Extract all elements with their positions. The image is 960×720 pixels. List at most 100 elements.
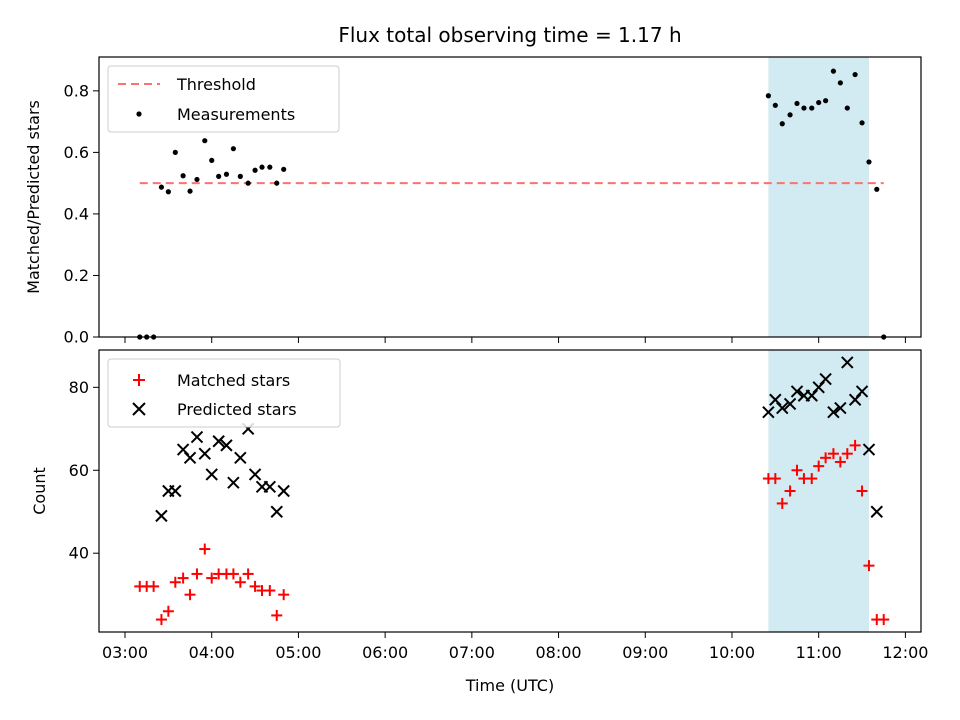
bottom-legend-box bbox=[107, 358, 341, 428]
predicted-star-point bbox=[183, 451, 197, 465]
matched-star-point bbox=[791, 464, 803, 476]
measurements-legend-swatch bbox=[136, 111, 142, 117]
x-tick-label: 05:00 bbox=[275, 643, 321, 662]
measurement-point bbox=[830, 68, 837, 74]
x-tick-label: 03:00 bbox=[102, 643, 148, 662]
shaded-span-rect bbox=[768, 350, 869, 632]
bottom-panel-legend: Matched stars Predicted stars bbox=[107, 358, 341, 428]
matched-star-point bbox=[271, 609, 283, 621]
predicted-star-point bbox=[169, 484, 182, 498]
predicted-star-point bbox=[227, 476, 240, 489]
measurement-point bbox=[801, 105, 807, 111]
chart-title: Flux total observing time = 1.17 h bbox=[338, 23, 681, 47]
top-panel-x-ticks bbox=[124, 337, 906, 343]
matched-star-point bbox=[278, 589, 290, 601]
predicted-star-point bbox=[776, 401, 789, 415]
matched-star-point bbox=[820, 452, 832, 464]
y-tick-label: 0.6 bbox=[64, 143, 89, 162]
measurement-point bbox=[158, 184, 165, 190]
predicted-star-point bbox=[190, 430, 204, 444]
x-tick-label: 06:00 bbox=[362, 643, 408, 662]
predicted-star-point bbox=[834, 401, 847, 415]
measurement-point bbox=[274, 180, 280, 186]
matched-star-point bbox=[834, 456, 846, 468]
matched-star-point bbox=[162, 605, 174, 617]
bottom-panel-shaded-span bbox=[768, 350, 869, 632]
measurement-point bbox=[180, 173, 186, 179]
measurement-point bbox=[779, 121, 785, 127]
matched-star-point bbox=[249, 580, 261, 592]
measurement-point bbox=[252, 167, 258, 173]
predicted-star-point bbox=[855, 385, 869, 398]
bottom-panel-predicted-points bbox=[155, 356, 883, 523]
matched-star-point bbox=[242, 568, 254, 580]
predicted-legend-label: Predicted stars bbox=[177, 400, 297, 419]
top-legend-box bbox=[107, 65, 340, 133]
predicted-star-point bbox=[827, 405, 840, 419]
bottom-panel-frame bbox=[98, 349, 922, 633]
measurement-point bbox=[216, 173, 222, 179]
matched-star-point bbox=[206, 572, 218, 584]
measurement-point bbox=[237, 173, 243, 179]
predicted-star-point bbox=[198, 447, 211, 460]
matched-star-point bbox=[806, 473, 818, 485]
measurement-point bbox=[859, 120, 865, 126]
y-tick-label: 0.8 bbox=[64, 81, 89, 100]
top-panel: 0.00.20.40.60.8 Matched/Predicted stars … bbox=[24, 56, 922, 347]
measurement-point bbox=[223, 171, 230, 177]
predicted-star-point bbox=[277, 484, 290, 498]
top-panel-shaded-span bbox=[768, 57, 869, 337]
predicted-star-point bbox=[205, 468, 218, 481]
measurement-point bbox=[874, 186, 880, 192]
bottom-panel-matched-points bbox=[134, 439, 890, 626]
matched-star-point bbox=[878, 614, 890, 626]
measurement-point bbox=[809, 105, 815, 111]
matched-star-point bbox=[264, 585, 276, 597]
top-panel-y-label: Matched/Predicted stars bbox=[24, 100, 43, 294]
measurement-point bbox=[844, 105, 850, 111]
measurement-point bbox=[823, 98, 829, 104]
x-tick-label: 11:00 bbox=[796, 643, 842, 662]
measurement-point bbox=[187, 188, 193, 194]
matched-star-point bbox=[813, 460, 825, 472]
predicted-star-point bbox=[819, 372, 832, 386]
measurements-legend-label: Measurements bbox=[177, 105, 295, 124]
top-panel-legend: Threshold Measurements bbox=[107, 65, 340, 133]
measurement-point bbox=[816, 99, 822, 106]
top-panel-measurement-points bbox=[137, 68, 887, 340]
x-axis-label: Time (UTC) bbox=[465, 676, 554, 695]
matched-star-point bbox=[191, 568, 203, 580]
predicted-star-point bbox=[270, 505, 283, 518]
top-panel-frame bbox=[98, 56, 922, 338]
y-tick-label: 80 bbox=[69, 378, 89, 397]
bottom-panel: 40 60 80 03:00 04:00 05:00 06:00 07:00 08:00 09:… bbox=[30, 349, 928, 695]
y-tick-label: 0.0 bbox=[64, 328, 89, 347]
y-tick-label: 40 bbox=[69, 544, 89, 563]
measurement-point bbox=[772, 102, 778, 108]
matched-star-point bbox=[769, 473, 781, 485]
matched-star-point bbox=[227, 568, 239, 580]
matched-star-point bbox=[776, 497, 788, 509]
predicted-star-point bbox=[155, 509, 168, 523]
predicted-star-point bbox=[234, 451, 247, 465]
predicted-star-point bbox=[762, 405, 775, 419]
matched-star-point bbox=[849, 439, 861, 451]
matched-star-point bbox=[784, 485, 796, 497]
matched-star-point bbox=[863, 560, 875, 572]
x-tick-label: 07:00 bbox=[449, 643, 495, 662]
bottom-panel-y-label: Count bbox=[30, 467, 49, 515]
x-tick-label: 08:00 bbox=[536, 643, 582, 662]
threshold-legend-label: Threshold bbox=[176, 75, 256, 94]
predicted-legend-swatch bbox=[132, 402, 146, 416]
predicted-star-point bbox=[790, 385, 804, 398]
predicted-star-point bbox=[841, 356, 854, 369]
matched-star-point bbox=[234, 576, 246, 588]
x-tick-label: 10:00 bbox=[709, 643, 755, 662]
matched-star-point bbox=[177, 572, 189, 584]
predicted-star-point bbox=[783, 397, 797, 411]
matched-star-point bbox=[841, 448, 853, 460]
matched-legend-swatch bbox=[133, 374, 145, 386]
measurement-point bbox=[209, 157, 215, 163]
measurement-point bbox=[172, 149, 178, 155]
matched-star-point bbox=[199, 543, 211, 555]
